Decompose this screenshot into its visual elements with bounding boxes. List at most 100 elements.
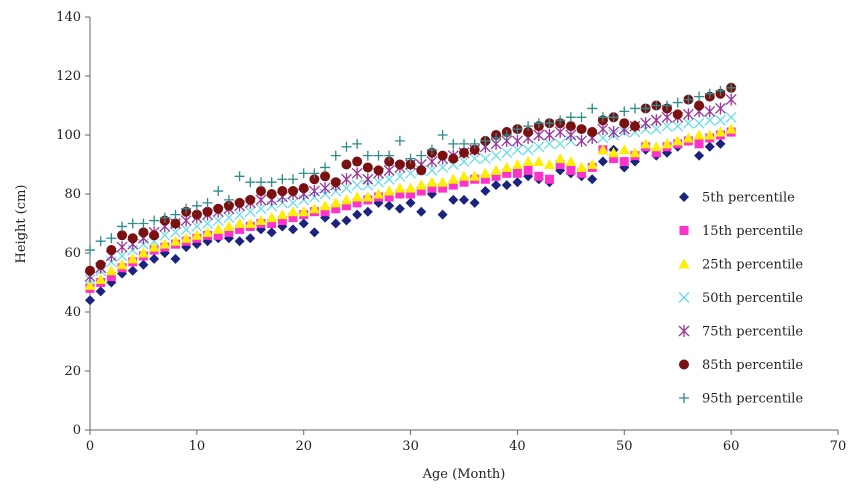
- data-point: [725, 123, 737, 134]
- data-point: [650, 114, 662, 127]
- data-point: [683, 94, 694, 105]
- data-point: [693, 117, 705, 129]
- data-point: [117, 221, 128, 232]
- data-point: [522, 156, 534, 167]
- data-point: [694, 100, 705, 111]
- data-point: [714, 102, 726, 115]
- data-point: [170, 226, 181, 238]
- legend: 5th percentile 15th percentile 25th percen…: [678, 191, 803, 407]
- data-point: [224, 227, 234, 237]
- data-point: [127, 253, 139, 264]
- data-point: [394, 159, 405, 170]
- data-point: [704, 105, 716, 118]
- legend-item: 5th percentile: [679, 191, 795, 206]
- data-point: [362, 206, 373, 217]
- data-point: [416, 206, 427, 217]
- data-point: [651, 148, 661, 158]
- data-point: [469, 197, 480, 208]
- y-tick-label: 80: [64, 187, 81, 202]
- data-point: [116, 259, 128, 270]
- data-point: [288, 174, 299, 185]
- data-point: [640, 117, 652, 130]
- data-point: [308, 203, 320, 214]
- data-point: [566, 165, 576, 175]
- series-x-points: [84, 111, 737, 286]
- data-point: [448, 194, 459, 205]
- data-point: [127, 265, 138, 276]
- data-point: [437, 161, 449, 173]
- legend-label: 15th percentile: [702, 224, 803, 239]
- data-point: [469, 170, 481, 181]
- data-point: [191, 229, 203, 240]
- data-point: [576, 134, 588, 147]
- data-point: [138, 227, 149, 238]
- legend-label: 75th percentile: [702, 325, 803, 340]
- data-point: [597, 112, 608, 123]
- data-point: [351, 167, 363, 180]
- data-point: [469, 138, 480, 149]
- legend-marker: [678, 325, 690, 337]
- data-point: [223, 212, 235, 224]
- data-point: [587, 103, 598, 114]
- legend-item: 50th percentile: [678, 291, 803, 306]
- data-point: [544, 118, 555, 129]
- data-point: [394, 182, 406, 193]
- data-point: [341, 159, 352, 170]
- data-point: [597, 144, 609, 155]
- data-point: [149, 253, 160, 264]
- data-point: [320, 207, 330, 217]
- data-point: [212, 215, 224, 227]
- data-point: [383, 173, 395, 185]
- legend-item: 15th percentile: [679, 224, 803, 239]
- data-point: [223, 194, 234, 205]
- data-point: [704, 141, 715, 152]
- data-point: [212, 223, 224, 234]
- data-point: [501, 180, 512, 191]
- data-point: [523, 127, 534, 138]
- data-point: [234, 236, 245, 247]
- data-point: [416, 165, 427, 176]
- y-tick-label: 60: [64, 246, 81, 261]
- legend-label: 95th percentile: [702, 392, 803, 407]
- data-point: [704, 88, 715, 99]
- legend-label: 50th percentile: [702, 291, 803, 306]
- data-point: [245, 177, 256, 188]
- data-point: [127, 218, 138, 229]
- x-tick-label: 70: [830, 439, 847, 454]
- data-point: [287, 206, 299, 217]
- data-point: [169, 235, 181, 246]
- data-point: [565, 156, 577, 167]
- data-point: [577, 168, 587, 178]
- data-point: [458, 156, 470, 168]
- data-point: [715, 85, 726, 96]
- data-point: [682, 117, 694, 129]
- data-point: [394, 135, 405, 146]
- data-point: [213, 186, 224, 197]
- data-point: [715, 138, 726, 149]
- data-point: [416, 186, 426, 196]
- data-point: [298, 218, 309, 229]
- data-point: [223, 220, 235, 231]
- data-point: [640, 103, 651, 114]
- data-point: [235, 224, 245, 234]
- data-point: [255, 215, 267, 226]
- y-tick-label: 100: [56, 128, 81, 143]
- legend-marker: [679, 226, 689, 235]
- data-point: [437, 150, 448, 161]
- data-point: [287, 197, 299, 209]
- data-point: [672, 135, 684, 146]
- data-point: [405, 167, 417, 179]
- data-point: [362, 150, 373, 161]
- data-point: [501, 147, 513, 159]
- data-point: [459, 177, 469, 187]
- data-point: [288, 213, 298, 223]
- data-point: [373, 150, 384, 161]
- x-tick-label: 30: [402, 439, 419, 454]
- data-point: [159, 229, 171, 241]
- data-point: [405, 153, 416, 164]
- data-point: [661, 138, 673, 149]
- data-point: [384, 200, 395, 211]
- data-point: [266, 227, 277, 238]
- data-point: [85, 295, 95, 306]
